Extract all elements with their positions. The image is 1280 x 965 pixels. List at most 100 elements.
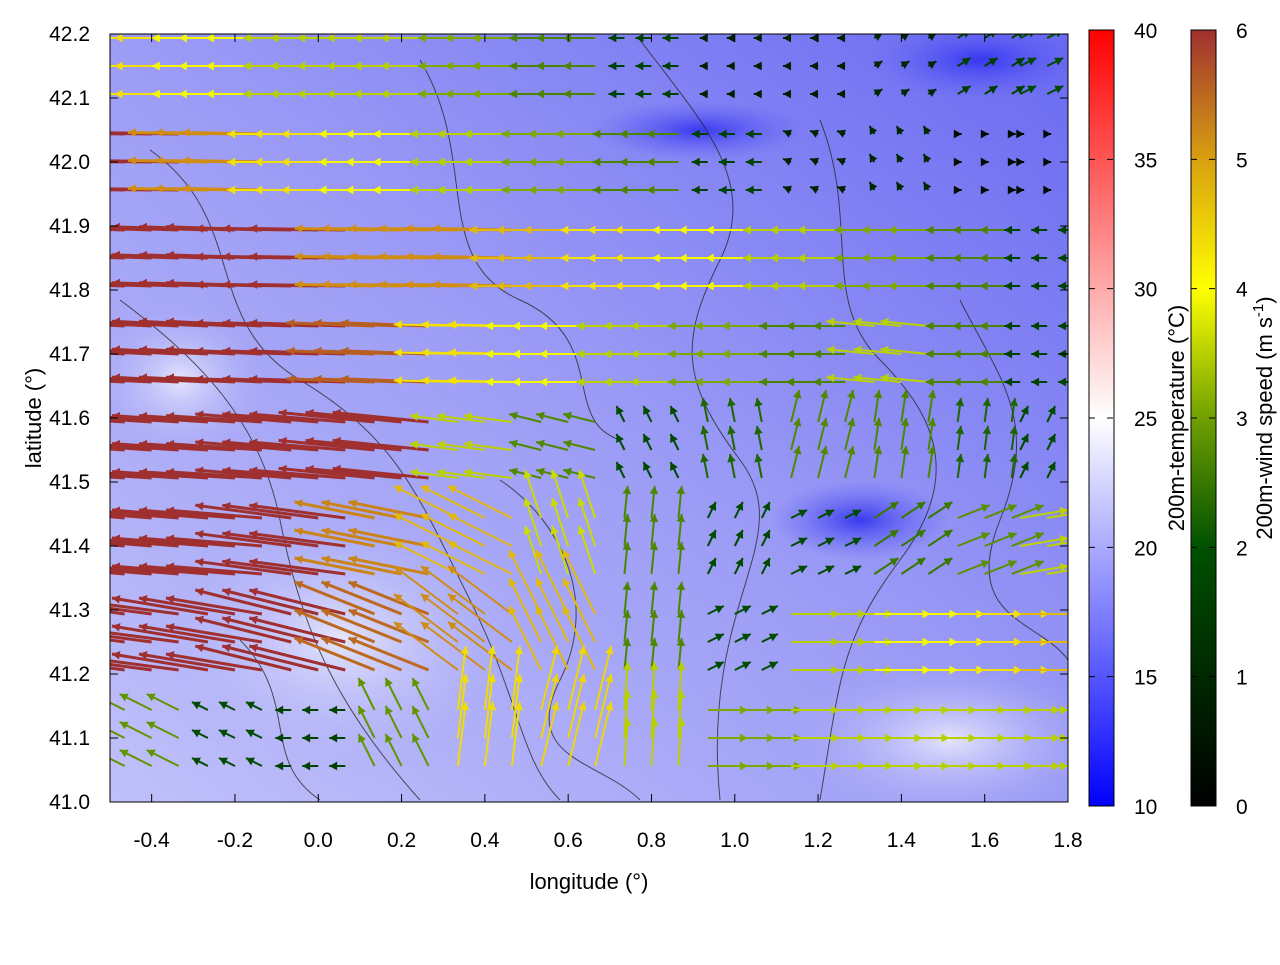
wind-vector-head	[254, 185, 263, 195]
wind-vector-head	[409, 129, 418, 139]
wind-vector-head	[649, 486, 659, 495]
wind-vector-head	[29, 128, 37, 137]
colorbar-tick-label: 6	[1236, 20, 1248, 43]
wind-vector-head	[409, 468, 419, 477]
wind-vector-head	[646, 129, 655, 139]
wind-vector-head	[127, 128, 136, 137]
wind-vector	[138, 414, 236, 424]
wind-vector-head	[587, 253, 596, 263]
wind-vector-head	[56, 440, 64, 449]
wind-vector	[623, 689, 629, 739]
wind-vector-head	[900, 61, 910, 69]
wind-vector-head	[667, 377, 676, 387]
wind-vector-head	[714, 633, 724, 642]
wind-vector	[483, 701, 494, 767]
wind-vector-head	[1114, 706, 1122, 715]
wind-vector	[880, 376, 929, 383]
wind-vector	[278, 466, 375, 480]
wind-vector-head	[380, 61, 389, 71]
wind-vector	[321, 500, 402, 520]
wind-vector	[393, 565, 459, 615]
wind-vector	[483, 673, 494, 739]
wind-vector-head	[313, 346, 322, 356]
wind-vector-head	[114, 61, 123, 71]
y-tick-label: 41.3	[49, 599, 90, 622]
wind-vector-head	[699, 89, 708, 99]
wind-vector-head	[29, 251, 37, 260]
wind-vector	[463, 442, 513, 451]
wind-vector-head	[1058, 321, 1067, 331]
wind-vector-head	[321, 555, 331, 564]
wind-vector-head	[321, 280, 330, 289]
wind-vector	[540, 673, 559, 739]
wind-vector	[1047, 541, 1068, 547]
wind-vector-head	[372, 157, 381, 167]
wind-vector-head	[111, 222, 120, 232]
wind-vector-head	[1070, 186, 1078, 195]
wind-vector-head	[649, 718, 659, 727]
wind-vector	[436, 470, 486, 479]
wind-vector-head	[83, 654, 91, 663]
wind-vector-head	[563, 439, 572, 449]
wind-vector	[111, 536, 209, 548]
wind-vector-head	[622, 718, 632, 727]
wind-vector	[294, 500, 375, 520]
cold-patch	[590, 100, 810, 160]
wind-vector	[221, 644, 319, 672]
wind-vector	[294, 580, 376, 616]
wind-vector	[222, 412, 319, 424]
wind-vector-head	[990, 34, 996, 38]
wind-vector-head	[138, 411, 148, 421]
wind-vector-head	[508, 578, 517, 587]
wind-vector-head	[332, 408, 341, 418]
wind-vector	[332, 466, 429, 480]
wind-vector-head	[249, 643, 258, 653]
wind-vector-head	[146, 693, 156, 702]
wind-vector-head	[927, 390, 937, 399]
wind-vector-head	[447, 594, 457, 603]
wind-vectors	[29, 34, 1122, 771]
wind-vector-head	[1020, 434, 1029, 443]
wind-vector-head	[900, 390, 910, 399]
wind-vector-head	[979, 377, 988, 387]
wind-vector-head	[699, 61, 708, 71]
wind-vector	[447, 541, 513, 575]
wind-vector	[294, 608, 376, 644]
wind-vector-head	[622, 662, 632, 671]
wind-vector-head	[270, 34, 279, 43]
wind-vector-head	[111, 562, 121, 571]
wind-vector-head	[708, 502, 717, 511]
wind-vector-head	[798, 565, 808, 574]
wind-vector-head	[496, 253, 505, 263]
wind-vector-head	[29, 345, 37, 354]
wind-vector-head	[222, 224, 231, 233]
wind-vector-head	[29, 223, 37, 232]
x-tick-label: -0.4	[134, 829, 171, 852]
wind-vector-head	[826, 373, 835, 383]
wind-vector-head	[514, 674, 524, 683]
wind-vector-head	[523, 225, 532, 235]
wind-vector-head	[463, 185, 472, 195]
wind-vector-head	[1034, 532, 1044, 541]
wind-vector-head	[705, 253, 714, 263]
wind-vector	[321, 556, 402, 576]
wind-vector-head	[297, 61, 306, 71]
wind-vector-head	[1059, 563, 1068, 572]
wind-vector	[650, 717, 656, 767]
colorbar-tick-label: 0	[1236, 796, 1248, 819]
wind-vector	[594, 645, 613, 711]
wind-vector-head	[853, 345, 862, 355]
wind-vector-head	[560, 281, 569, 291]
wind-vector-head	[111, 439, 121, 449]
wind-vector-head	[727, 398, 736, 407]
wind-vector-head	[622, 638, 632, 647]
wind-vector-head	[834, 253, 843, 263]
wind-vector-head	[667, 321, 676, 331]
wind-vector	[677, 689, 683, 739]
wind-vector-head	[393, 622, 403, 631]
wind-vector	[110, 729, 126, 739]
wind-vector	[957, 34, 966, 39]
wind-vector	[535, 577, 570, 643]
wind-vector-head	[614, 225, 623, 235]
wind-vector-head	[222, 438, 231, 447]
